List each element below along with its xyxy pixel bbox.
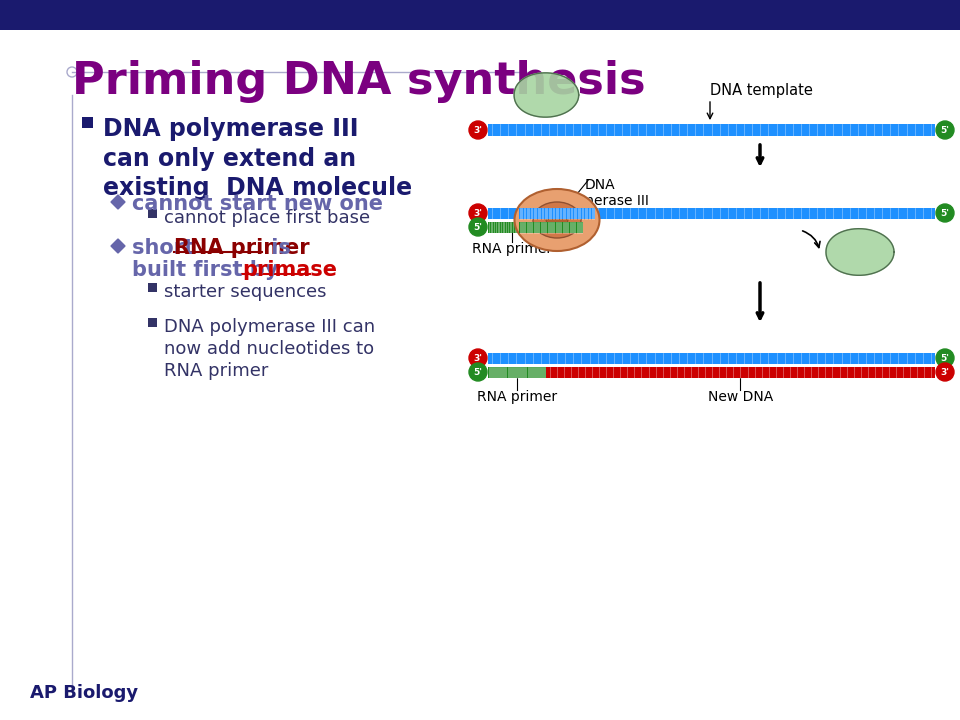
FancyBboxPatch shape (519, 222, 583, 233)
Circle shape (936, 363, 954, 381)
Text: cannot start new one: cannot start new one (132, 194, 383, 214)
Text: DNA polymerase III can
now add nucleotides to
RNA primer: DNA polymerase III can now add nucleotid… (164, 318, 375, 380)
Text: 3': 3' (941, 367, 949, 377)
Text: is: is (264, 238, 291, 258)
Circle shape (469, 121, 487, 139)
Text: DNA template: DNA template (710, 83, 813, 98)
Polygon shape (826, 229, 894, 275)
Circle shape (936, 204, 954, 222)
Polygon shape (515, 73, 579, 117)
Circle shape (469, 218, 487, 236)
FancyBboxPatch shape (546, 366, 935, 377)
Polygon shape (111, 195, 125, 209)
Text: DNA polymerase III
can only extend an
existing  DNA molecule: DNA polymerase III can only extend an ex… (103, 117, 412, 200)
Text: built first by: built first by (132, 260, 286, 280)
Circle shape (469, 363, 487, 381)
Text: DNA
polymerase III: DNA polymerase III (551, 178, 649, 208)
Text: 5': 5' (941, 125, 949, 135)
Circle shape (469, 204, 487, 222)
Text: primase: primase (242, 260, 337, 280)
Circle shape (936, 121, 954, 139)
Text: 3': 3' (473, 209, 483, 217)
Text: 5': 5' (473, 222, 483, 232)
Text: cannot place first base: cannot place first base (164, 209, 371, 227)
FancyBboxPatch shape (82, 117, 93, 128)
FancyBboxPatch shape (519, 207, 595, 218)
Text: New DNA: New DNA (708, 390, 773, 404)
Ellipse shape (533, 202, 581, 238)
Text: 3': 3' (473, 125, 483, 135)
Text: 5': 5' (473, 367, 483, 377)
Polygon shape (111, 239, 125, 253)
FancyBboxPatch shape (488, 207, 935, 218)
FancyBboxPatch shape (148, 209, 157, 218)
FancyBboxPatch shape (148, 318, 157, 327)
Text: RNA primer: RNA primer (472, 242, 552, 256)
Text: short: short (132, 238, 202, 258)
Circle shape (554, 211, 572, 229)
Text: AP Biology: AP Biology (30, 684, 138, 702)
Ellipse shape (546, 212, 568, 228)
Text: starter sequences: starter sequences (164, 283, 326, 301)
FancyBboxPatch shape (148, 283, 157, 292)
Text: 3': 3' (559, 215, 567, 225)
Text: RNA primer: RNA primer (477, 390, 557, 404)
FancyBboxPatch shape (0, 0, 960, 30)
Text: Priming DNA synthesis: Priming DNA synthesis (72, 60, 646, 103)
Text: 5': 5' (941, 209, 949, 217)
Text: RNA primer: RNA primer (174, 238, 310, 258)
FancyBboxPatch shape (488, 366, 546, 377)
FancyBboxPatch shape (488, 353, 935, 364)
Circle shape (936, 349, 954, 367)
FancyBboxPatch shape (488, 222, 583, 233)
Ellipse shape (515, 189, 599, 251)
Text: 5': 5' (941, 354, 949, 362)
FancyBboxPatch shape (488, 124, 935, 136)
Text: 3': 3' (473, 354, 483, 362)
Circle shape (469, 349, 487, 367)
